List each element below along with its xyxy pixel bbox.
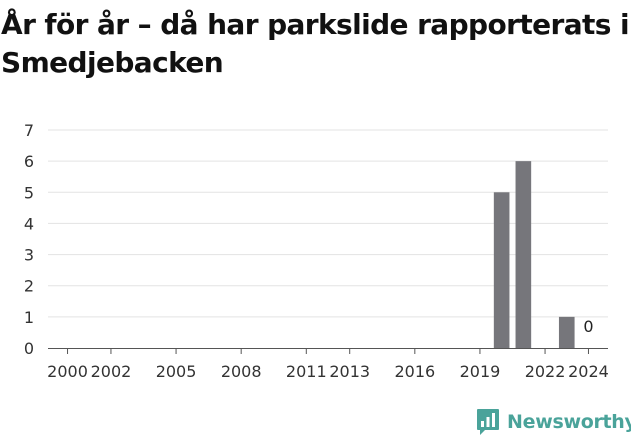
bars (493, 161, 575, 348)
x-axis (48, 348, 608, 354)
y-tick-label: 7 (24, 121, 34, 140)
y-tick-label: 2 (24, 277, 34, 296)
x-tick-label: 2011 (286, 362, 327, 381)
y-axis-labels: 0 1 2 3 4 5 6 7 (24, 121, 34, 358)
data-label: 0 (583, 317, 593, 336)
x-tick-label: 2000 (47, 362, 88, 381)
y-tick-label: 1 (24, 308, 34, 327)
x-tick-label: 2019 (460, 362, 501, 381)
bar (493, 192, 510, 348)
x-tick-label: 2016 (394, 362, 435, 381)
x-tick-label: 2008 (221, 362, 262, 381)
newsworthy-logo-icon (477, 409, 499, 435)
x-tick-label: 2022 (525, 362, 566, 381)
x-axis-labels: 2000 2002 2005 2008 2011 2013 2016 2019 2022 2024 (47, 362, 609, 381)
data-labels: 0 (583, 317, 593, 336)
y-tick-label: 4 (24, 214, 34, 233)
x-tick-label: 2005 (156, 362, 197, 381)
bar-chart: 0 1 2 3 4 5 6 7 2000 2002 2005 2008 2011 2013 2016 201… (24, 121, 609, 381)
y-tick-label: 3 (24, 246, 34, 265)
x-tick-label: 2024 (568, 362, 609, 381)
x-tick-label: 2002 (91, 362, 132, 381)
y-tick-label: 6 (24, 152, 34, 171)
gridlines (48, 129, 608, 318)
y-tick-label: 5 (24, 183, 34, 202)
chart-title: År för år – då har parkslide rapporterat… (1, 8, 630, 79)
x-tick-label: 2013 (329, 362, 370, 381)
bar (515, 161, 532, 348)
newsworthy-brand: Newsworthy (476, 407, 631, 437)
bar (558, 316, 575, 348)
y-tick-label: 0 (24, 339, 34, 358)
brand-name: Newsworthy (507, 411, 631, 433)
